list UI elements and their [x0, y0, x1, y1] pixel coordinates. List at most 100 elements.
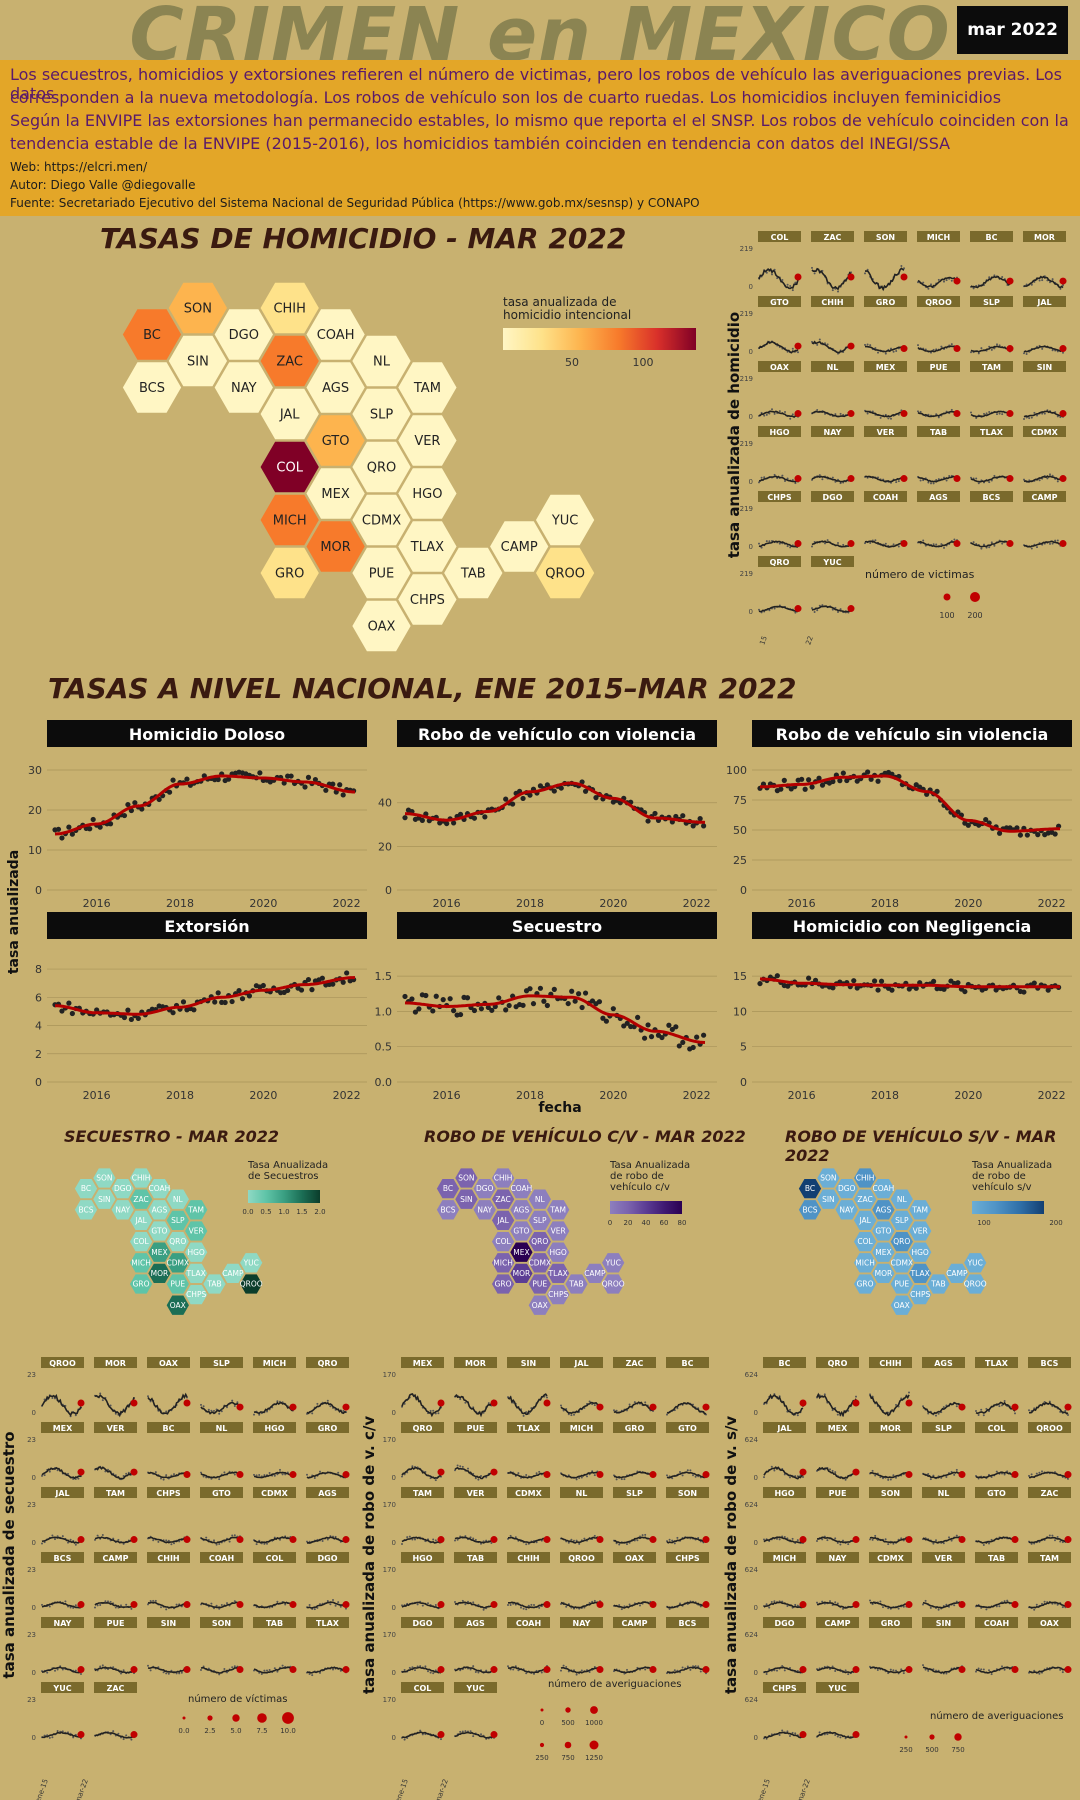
data-point: [69, 831, 75, 837]
data-point: [813, 272, 816, 275]
state-hex: [167, 281, 229, 335]
last-value-marker: [953, 540, 961, 548]
trend-line: [454, 1731, 495, 1739]
facet-label: QROO: [925, 298, 952, 307]
y-tick: 0: [740, 1076, 747, 1089]
state-label: MOR: [875, 1269, 893, 1278]
state-label: COAH: [317, 328, 355, 343]
data-point: [826, 539, 829, 542]
data-point: [540, 1671, 543, 1674]
facet-strip: [1028, 1552, 1071, 1563]
data-point: [935, 543, 938, 546]
facet-strip: [869, 1487, 912, 1498]
data-point: [522, 1414, 525, 1417]
panel-header: [397, 912, 717, 939]
data-point: [173, 1473, 175, 1476]
data-point: [768, 609, 771, 612]
y-tick: 170: [383, 1371, 396, 1379]
data-point: [122, 1669, 125, 1672]
data-point: [943, 280, 945, 283]
data-point: [982, 1544, 985, 1547]
data-point: [866, 343, 869, 346]
state-label: COL: [276, 461, 303, 476]
state-label: QROO: [545, 567, 585, 582]
panel-header: [397, 720, 717, 747]
data-point: [1054, 539, 1057, 542]
state-label: MICH: [855, 1258, 875, 1267]
facet-strip: [816, 1682, 859, 1693]
data-point: [41, 1603, 43, 1606]
data-point: [935, 479, 938, 482]
data-point: [821, 478, 824, 481]
facet-label: BCS: [679, 1619, 697, 1628]
trend-line: [758, 267, 799, 290]
state-label: OAX: [532, 1301, 548, 1310]
state-label: CDMX: [362, 514, 401, 529]
data-point: [796, 1539, 799, 1542]
data-point: [980, 1668, 983, 1671]
data-point: [689, 1668, 692, 1671]
data-point: [1043, 1600, 1046, 1603]
data-point: [433, 993, 439, 999]
last-value-marker: [1059, 345, 1067, 353]
data-point: [831, 476, 834, 479]
state-label: DGO: [476, 1184, 494, 1193]
data-point: [955, 1468, 958, 1471]
data-point: [1064, 1409, 1067, 1412]
data-point: [512, 1668, 515, 1671]
data-point: [434, 1479, 437, 1482]
data-point: [950, 343, 953, 346]
data-point: [520, 1002, 526, 1008]
data-point: [927, 1669, 930, 1672]
data-point: [130, 1738, 133, 1741]
data-point: [419, 1665, 422, 1668]
facet-label: GRO: [625, 1424, 645, 1433]
data-point: [411, 1666, 414, 1669]
facet-strip: [507, 1357, 550, 1368]
facet-label: TAM: [413, 1489, 432, 1498]
data-point: [789, 1408, 791, 1411]
trend-line: [763, 1601, 804, 1609]
data-point: [806, 777, 812, 783]
data-point: [773, 1469, 776, 1472]
last-value-marker: [1011, 1536, 1019, 1544]
last-value-marker: [905, 1601, 913, 1609]
data-point: [507, 1665, 509, 1668]
data-point: [279, 1468, 281, 1471]
facet-label: CDMX: [877, 1554, 904, 1563]
size-legend-dot: [970, 592, 980, 602]
data-point: [1030, 1542, 1033, 1545]
data-point: [1035, 1603, 1038, 1606]
data-point: [125, 1603, 128, 1606]
data-point: [812, 977, 819, 983]
last-value-marker: [1011, 1403, 1019, 1411]
data-point: [839, 482, 842, 485]
data-point: [776, 277, 779, 280]
facet-label: YUC: [822, 558, 841, 567]
last-value-marker: [852, 1468, 860, 1476]
state-label: NAY: [231, 381, 257, 396]
last-value-marker: [130, 1731, 138, 1739]
data-point: [1051, 542, 1054, 545]
data-point: [451, 820, 457, 826]
x-tick: 2022: [1038, 1089, 1066, 1102]
trend-line: [975, 1471, 1016, 1479]
data-point: [676, 1536, 679, 1539]
web-link[interactable]: Web: https://elcri.men/: [10, 160, 148, 174]
data-point: [46, 1671, 49, 1674]
data-point: [474, 1670, 477, 1673]
x-tick: 2018: [871, 1089, 899, 1102]
data-point: [922, 539, 925, 542]
data-point: [202, 1405, 205, 1408]
data-point: [988, 1410, 990, 1413]
data-point: [620, 1478, 623, 1481]
data-point: [692, 1665, 694, 1668]
x-tick: ene-15: [753, 635, 769, 645]
data-point: [255, 1543, 258, 1546]
data-point: [796, 1414, 799, 1417]
last-value-marker: [490, 1601, 498, 1609]
data-point: [434, 1603, 437, 1606]
facet-label: BCS: [983, 493, 1001, 502]
trend-line: [917, 540, 958, 548]
trend-line: [147, 1392, 188, 1415]
